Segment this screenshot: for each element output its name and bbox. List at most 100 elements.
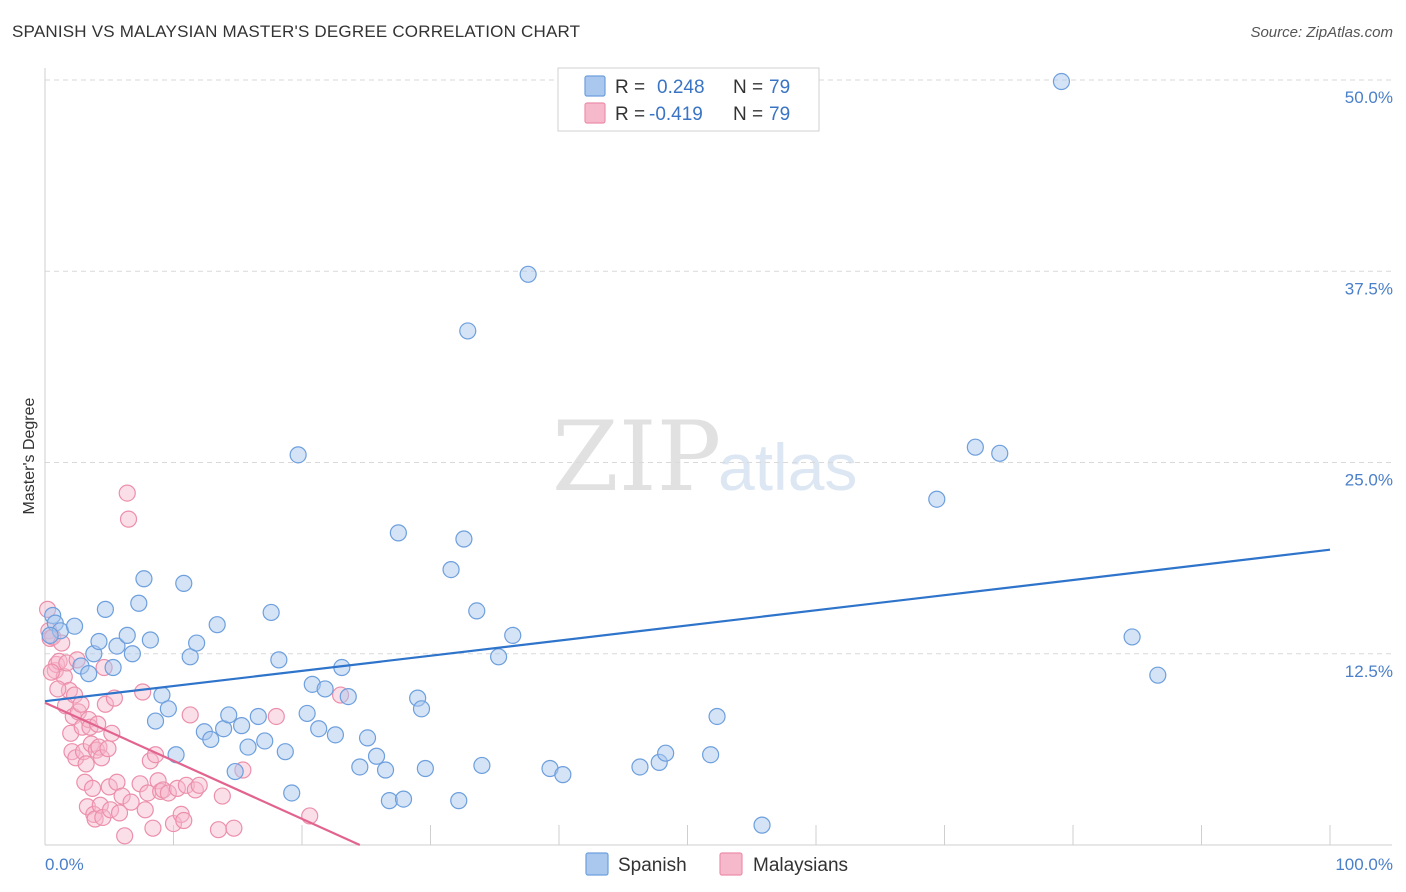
malaysian-point: [144, 819, 162, 837]
spanish-point: [181, 648, 199, 666]
malaysian-point: [168, 779, 186, 797]
spanish-point: [159, 700, 177, 718]
x-tick-label-max: 100.0%: [1335, 855, 1393, 874]
spanish-point: [270, 651, 288, 669]
malaysian-point: [175, 811, 193, 830]
spanish-point: [631, 758, 649, 776]
spanish-point: [310, 720, 328, 738]
spanish-point: [220, 706, 238, 724]
malaysian-point: [134, 683, 152, 701]
spanish-point: [283, 784, 301, 802]
spanish-point: [123, 645, 141, 663]
malaysian-trendline: [44, 701, 361, 847]
malaysian-point: [213, 787, 231, 805]
y-tick-label-0: 12.5%: [1345, 662, 1393, 681]
spanish-point: [358, 729, 377, 747]
spanish-point: [256, 732, 274, 750]
spanish-point: [141, 631, 159, 649]
spanish-point: [490, 648, 508, 666]
spanish-point: [412, 700, 431, 718]
correlation-legend: R = 0.248 N = 79 R = -0.419 N = 79: [557, 67, 820, 132]
spanish-point: [1052, 72, 1071, 91]
malaysian-point: [49, 680, 67, 698]
x-tick-labels: 0.0% 100.0%: [45, 855, 1393, 874]
gridlines: [45, 79, 1392, 655]
y-tick-label-1: 25.0%: [1345, 471, 1393, 490]
bottom-legend-label-malaysian: Malaysians: [753, 855, 848, 876]
legend-r-value-1: 0.248: [657, 77, 705, 98]
spanish-point: [416, 759, 434, 778]
malaysian-point: [119, 510, 138, 528]
legend-n-value-2: 79: [769, 104, 790, 125]
spanish-point: [130, 594, 148, 612]
spanish-point: [339, 687, 357, 706]
malaysian-point: [118, 484, 136, 502]
malaysian-point: [159, 784, 177, 802]
malaysian-point: [154, 781, 172, 799]
spanish-point: [108, 637, 126, 655]
bottom-legend-swatch-spanish: [585, 852, 609, 876]
spanish-point: [104, 658, 122, 677]
spanish-point: [90, 632, 108, 651]
spanish-point: [380, 792, 398, 810]
spanish-point: [226, 762, 244, 781]
spanish-trendline: [44, 548, 1331, 703]
spanish-point: [65, 617, 84, 635]
spanish-point: [702, 746, 720, 764]
malaysian-point: [149, 772, 167, 790]
y-tick-label-3: 50.0%: [1345, 88, 1393, 107]
legend-swatch-malaysian: [584, 102, 606, 124]
spanish-point: [262, 603, 280, 622]
spanish-point: [1123, 628, 1141, 646]
spanish-point: [468, 602, 486, 620]
bottom-legend-swatch-malaysian: [719, 852, 743, 876]
malaysian-point: [92, 749, 111, 767]
spanish-point: [504, 626, 522, 644]
malaysian-point: [116, 827, 134, 845]
legend-n-value-1: 79: [769, 77, 790, 98]
spanish-point: [249, 707, 267, 726]
spanish-point: [459, 322, 477, 340]
spanish-point: [657, 744, 675, 762]
spanish-point: [450, 792, 468, 810]
spanish-point: [1149, 666, 1167, 684]
x-tick-label-min: 0.0%: [45, 855, 84, 874]
spanish-point: [298, 704, 316, 723]
trendlines: [44, 548, 1331, 847]
legend-swatch-spanish: [584, 75, 606, 97]
watermark-atlas: atlas: [718, 430, 857, 504]
series-legend: Spanish Malaysians: [585, 852, 848, 876]
malaysian-point: [42, 663, 61, 681]
malaysian-point: [177, 776, 195, 794]
spanish-point: [188, 634, 206, 652]
malaysian-point: [83, 779, 102, 797]
legend-n-label-2: N =: [733, 104, 763, 125]
malaysian-point: [267, 707, 285, 726]
malaysian-point: [136, 801, 154, 819]
spanish-point: [239, 738, 257, 756]
axes: [44, 68, 1392, 846]
spanish-point: [966, 438, 984, 456]
spanish-point: [389, 524, 407, 542]
spanish-point: [326, 726, 345, 744]
spanish-point: [519, 265, 537, 283]
bottom-legend-label-spanish: Spanish: [618, 855, 687, 876]
malaysian-point: [209, 821, 228, 839]
spanish-point: [991, 444, 1009, 462]
malaysian-point: [122, 793, 140, 811]
spanish-point: [289, 446, 307, 464]
chart-title: SPANISH VS MALAYSIAN MASTER'S DEGREE COR…: [12, 22, 581, 41]
malaysian-point: [225, 819, 243, 837]
spanish-point: [351, 758, 369, 776]
spanish-point: [367, 747, 386, 765]
spanish-point: [473, 756, 491, 775]
y-axis-label: Master's Degree: [21, 397, 38, 514]
spanish-point: [394, 790, 413, 808]
spanish-point: [276, 743, 294, 761]
spanish-point: [41, 626, 59, 644]
legend-r-value-2: -0.419: [649, 104, 703, 125]
spanish-point: [928, 490, 946, 508]
spanish-point: [118, 626, 136, 644]
spanish-point: [708, 707, 726, 726]
